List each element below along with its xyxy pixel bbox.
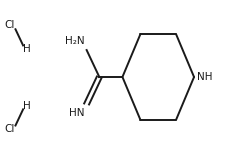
Text: Cl: Cl: [5, 124, 15, 134]
Text: HN: HN: [69, 108, 84, 118]
Text: H: H: [23, 44, 30, 53]
Text: H₂N: H₂N: [65, 36, 84, 46]
Text: Cl: Cl: [5, 20, 15, 30]
Text: H: H: [23, 101, 30, 111]
Text: NH: NH: [197, 72, 212, 82]
